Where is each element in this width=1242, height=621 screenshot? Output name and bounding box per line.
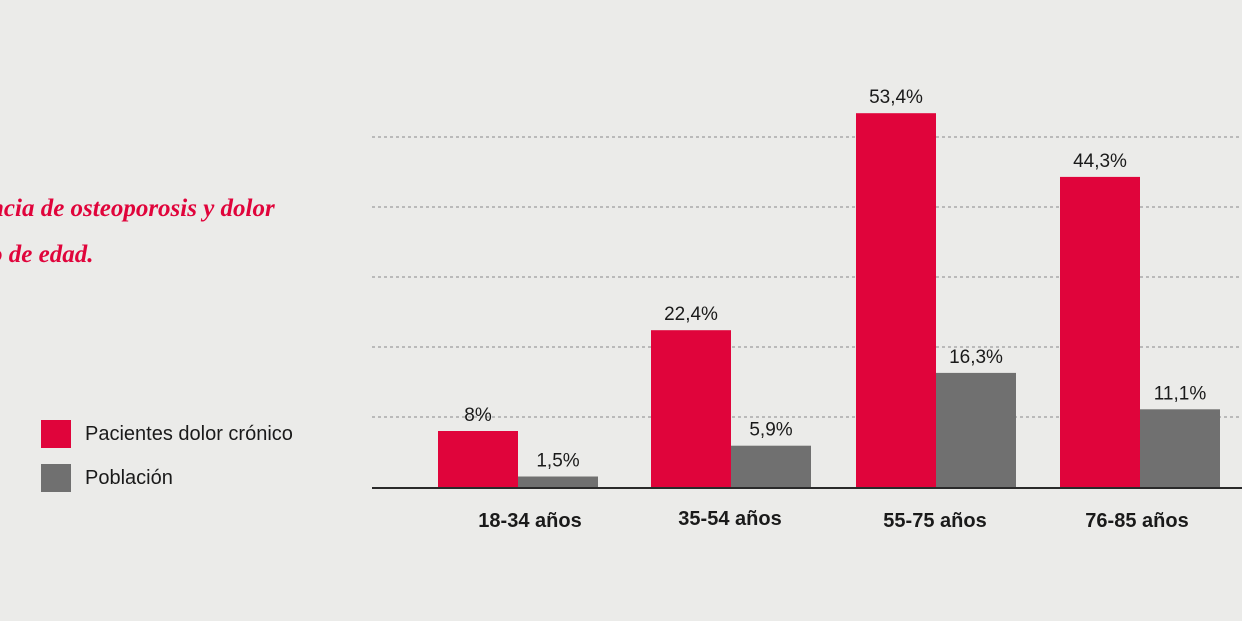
chart-title: ncia de osteoporosis y dolor o de edad. <box>0 186 330 278</box>
category-label-3: 76-85 años <box>1085 510 1188 532</box>
value-label-s1-c1: 5,9% <box>749 420 792 441</box>
value-label-s1-c2: 16,3% <box>949 347 1003 368</box>
legend-item-pacientes: Pacientes dolor crónico <box>41 420 293 448</box>
legend-item-poblacion: Población <box>41 464 293 492</box>
value-label-s0-c2: 53,4% <box>869 87 923 108</box>
bar-s1-c1 <box>731 445 811 487</box>
value-label-s0-c0: 8% <box>464 405 492 426</box>
value-label-s0-c3: 44,3% <box>1073 151 1127 172</box>
bar-s0-c1 <box>651 330 731 487</box>
category-label-1: 35-54 años <box>678 508 781 530</box>
legend-swatch-poblacion <box>41 464 71 492</box>
category-label-0: 18-34 años <box>478 510 581 532</box>
legend-label-pacientes: Pacientes dolor crónico <box>85 422 293 445</box>
legend-label-poblacion: Población <box>85 466 173 489</box>
chart-title-line-1: ncia de osteoporosis y dolor <box>0 195 275 222</box>
chart-legend: Pacientes dolor crónico Población <box>41 420 293 508</box>
value-label-s1-c3: 11,1% <box>1154 383 1207 404</box>
value-label-s1-c0: 1,5% <box>536 451 579 472</box>
bar-s1-c3 <box>1140 409 1220 487</box>
bar-s0-c2 <box>856 113 936 487</box>
bar-s1-c0 <box>518 476 598 487</box>
bar-s0-c3 <box>1060 176 1140 487</box>
legend-swatch-pacientes <box>41 420 71 448</box>
bar-s0-c0 <box>438 431 518 487</box>
value-label-s0-c1: 22,4% <box>664 304 718 325</box>
bar-s1-c2 <box>936 372 1016 487</box>
chart-title-line-2: o de edad. <box>0 241 94 268</box>
category-label-2: 55-75 años <box>883 510 986 532</box>
